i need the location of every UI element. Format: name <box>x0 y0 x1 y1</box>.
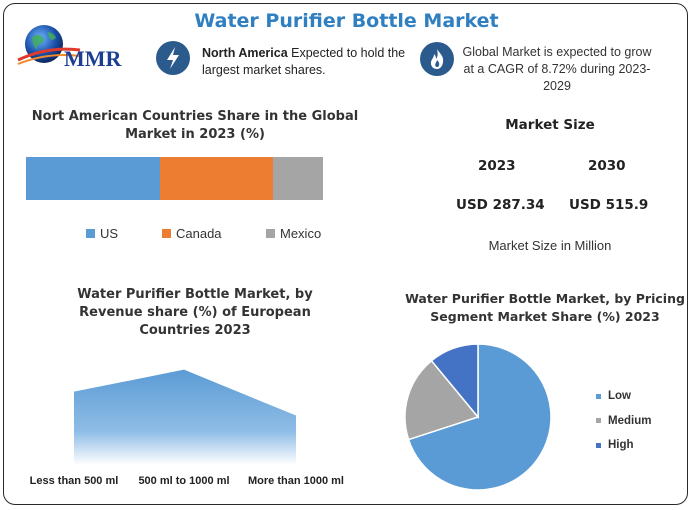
pie-slice-low <box>407 343 552 491</box>
legend-label: US <box>100 226 119 241</box>
europe-area-chart: Less than 500 ml 500 ml to 1000 ml More th… <box>30 369 344 487</box>
north-america-highlight: North America Expected to hold the large… <box>202 45 412 79</box>
legend-label: Low <box>608 390 631 403</box>
na-stacked-bar <box>26 157 323 200</box>
europe-chart-title: Water Purifier Bottle Market, by Revenue… <box>77 287 313 338</box>
bar-segment-canada <box>159 157 273 200</box>
legend-swatch <box>596 442 601 448</box>
market-size-title: Market Size <box>505 117 595 133</box>
legend-item-low: Low <box>596 384 676 409</box>
logo-text: MMR <box>64 46 123 71</box>
market-size-value-2023: USD 287.34 <box>456 197 545 213</box>
legend-item-high: High <box>596 433 676 458</box>
lightning-icon <box>156 41 190 75</box>
legend-label: Medium <box>608 414 652 427</box>
bar-segment-us <box>26 157 160 200</box>
pricing-chart-title: Water Purifier Bottle Market, by Pricing… <box>405 291 685 324</box>
legend-item-canada: Canada <box>162 226 222 241</box>
market-size-year-2023: 2023 <box>478 158 516 174</box>
na-legend: US Canada Mexico <box>80 226 380 242</box>
x-tick-label: 500 ml to 1000 ml <box>138 475 229 487</box>
legend-swatch <box>86 229 95 238</box>
market-size-value-2030: USD 515.9 <box>569 197 649 213</box>
na-share-chart-title: Nort American Countries Share in the Glo… <box>31 109 359 142</box>
x-tick-label: More than 1000 ml <box>248 475 344 487</box>
area-series <box>74 369 296 465</box>
market-size-unit: Market Size in Million <box>488 238 612 253</box>
pricing-pie-chart <box>404 343 552 491</box>
highlight-region: North America <box>202 46 288 60</box>
page-title: Water Purifier Bottle Market <box>194 10 499 32</box>
legend-label: Mexico <box>280 226 322 241</box>
legend-swatch <box>162 229 171 238</box>
legend-swatch <box>596 418 601 424</box>
flame-icon <box>420 42 454 76</box>
legend-swatch <box>266 229 275 238</box>
legend-item-medium: Medium <box>596 409 676 434</box>
market-size-year-2030: 2030 <box>588 158 626 174</box>
cagr-highlight: Global Market is expected to grow at a C… <box>462 45 652 93</box>
bar-segment-mexico <box>272 157 323 200</box>
x-tick-label: Less than 500 ml <box>30 475 119 487</box>
pie-slice-medium <box>404 359 480 441</box>
legend-swatch <box>596 393 601 399</box>
highlight-region-text: Expected to hold the largest market shar… <box>202 46 406 77</box>
pricing-legend: Low Medium High <box>596 384 676 458</box>
legend-item-us: US <box>86 226 118 241</box>
legend-item-mexico: Mexico <box>266 226 321 241</box>
mmr-logo: MMR <box>12 22 142 77</box>
legend-label: Canada <box>176 226 222 241</box>
legend-label: High <box>608 439 634 452</box>
pie-slice-high <box>430 343 479 420</box>
